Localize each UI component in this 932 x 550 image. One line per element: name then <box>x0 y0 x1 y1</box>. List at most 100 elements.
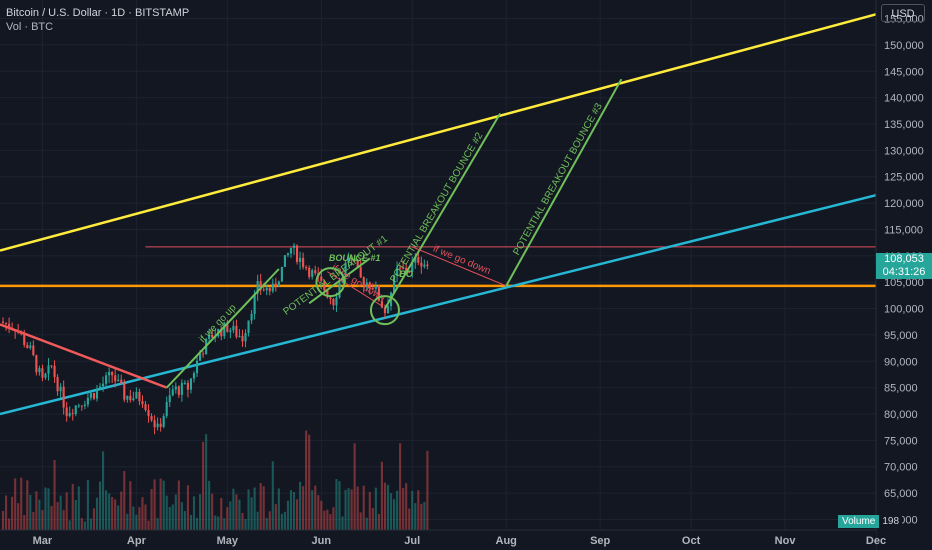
candle-body <box>195 360 199 374</box>
candle-body <box>408 271 411 273</box>
volume-bar <box>144 504 147 530</box>
candle-body <box>23 334 26 345</box>
volume-bar <box>192 496 196 530</box>
volume-bar <box>26 480 29 530</box>
time-tick-label: Jun <box>312 535 332 547</box>
candle-body <box>335 297 338 306</box>
candle-body <box>80 405 83 407</box>
candle-body <box>138 391 141 402</box>
volume-bar <box>217 516 220 530</box>
candle-body <box>105 375 108 384</box>
candle-body <box>326 290 329 298</box>
volume-bar <box>220 498 223 530</box>
volume-bar <box>150 489 153 530</box>
cyan-trendline <box>0 193 877 416</box>
time-axis[interactable]: Mar Apr May Jun Jul Aug Sep Oct Nov Dec <box>0 529 886 550</box>
time-tick-label: Sep <box>590 535 610 547</box>
volume-bar <box>53 459 56 530</box>
candle-body <box>241 335 244 342</box>
candle-body <box>383 307 387 314</box>
candle-body <box>402 267 405 269</box>
volume-bar <box>320 500 323 530</box>
volume-bar <box>101 451 105 530</box>
volume-bar <box>86 480 89 530</box>
candle-body <box>150 415 153 421</box>
volume-bar <box>92 508 96 530</box>
candle-body <box>62 386 65 408</box>
trendlines <box>0 13 877 416</box>
volume-bar <box>265 517 268 530</box>
volume-bar <box>402 488 405 530</box>
volume-bar <box>350 489 353 530</box>
price-tick-label: 130,000 <box>884 145 924 157</box>
volume-bar <box>411 490 414 530</box>
volume-bar <box>47 488 50 530</box>
candle-body <box>289 247 293 254</box>
candle-body <box>86 397 89 405</box>
symbol-title: Bitcoin / U.S. Dollar · 1D · BITSTAMP <box>6 7 190 19</box>
volume-bar <box>59 495 62 530</box>
volume-bar <box>23 515 26 530</box>
volume-bar <box>159 478 162 530</box>
candle-body <box>280 266 283 282</box>
volume-bar <box>105 490 108 530</box>
candle-body <box>247 320 250 333</box>
chart-legend: Bitcoin / U.S. Dollar · 1D · BITSTAMP Vo… <box>6 6 189 34</box>
candle-body <box>114 375 117 382</box>
volume-bar <box>305 430 308 530</box>
candle-body <box>135 391 138 399</box>
volume-bar <box>74 500 77 530</box>
volume-bar <box>283 511 286 530</box>
bounce-label: BO <box>399 269 413 279</box>
yellow-trendline <box>0 13 877 252</box>
volume-bar <box>171 504 174 530</box>
candle-body <box>211 334 214 338</box>
candle-body <box>283 255 286 267</box>
candle-body <box>259 281 262 290</box>
volume-bar <box>14 478 17 530</box>
volume-bar <box>132 506 135 530</box>
volume-bar <box>168 506 171 530</box>
volume-bar <box>235 494 238 530</box>
candle-body <box>129 395 132 401</box>
volume-bar <box>38 499 41 530</box>
candle-body <box>226 322 229 332</box>
volume-bar <box>362 485 365 530</box>
candle-body <box>120 379 123 384</box>
candle-body <box>126 395 129 400</box>
volume-bar <box>259 482 262 530</box>
currency-button[interactable]: USD <box>881 4 925 22</box>
volume-bar <box>253 487 256 530</box>
candle-body <box>305 267 308 269</box>
volume-bar <box>229 501 232 530</box>
volume-bar <box>111 497 114 530</box>
volume-bar <box>323 510 326 530</box>
green-projection-line <box>505 78 623 287</box>
volume-bar <box>20 477 23 530</box>
candle-body <box>238 335 241 337</box>
volume-bar <box>89 518 92 530</box>
candle-body <box>268 287 271 292</box>
volume-bar <box>368 491 371 530</box>
candle-body <box>168 395 171 403</box>
candle-body <box>174 386 177 390</box>
volume-bar <box>311 490 314 530</box>
candle-body <box>392 275 396 293</box>
candle-body <box>68 413 71 417</box>
volume-bar <box>277 488 280 530</box>
price-tick-label: 105,000 <box>884 277 924 289</box>
candle-body <box>180 382 183 395</box>
candle-body <box>20 332 23 335</box>
volume-bar <box>71 484 74 530</box>
candle-body <box>420 262 423 267</box>
volume-bar <box>141 497 144 530</box>
volume-bar <box>341 516 344 530</box>
volume-bar <box>335 479 338 530</box>
volume-bar <box>420 503 423 530</box>
volume-bar <box>271 461 274 530</box>
highlight-circle <box>369 295 400 326</box>
volume-bar <box>214 515 217 530</box>
candle-body <box>347 257 350 263</box>
volume-bar <box>138 507 141 530</box>
